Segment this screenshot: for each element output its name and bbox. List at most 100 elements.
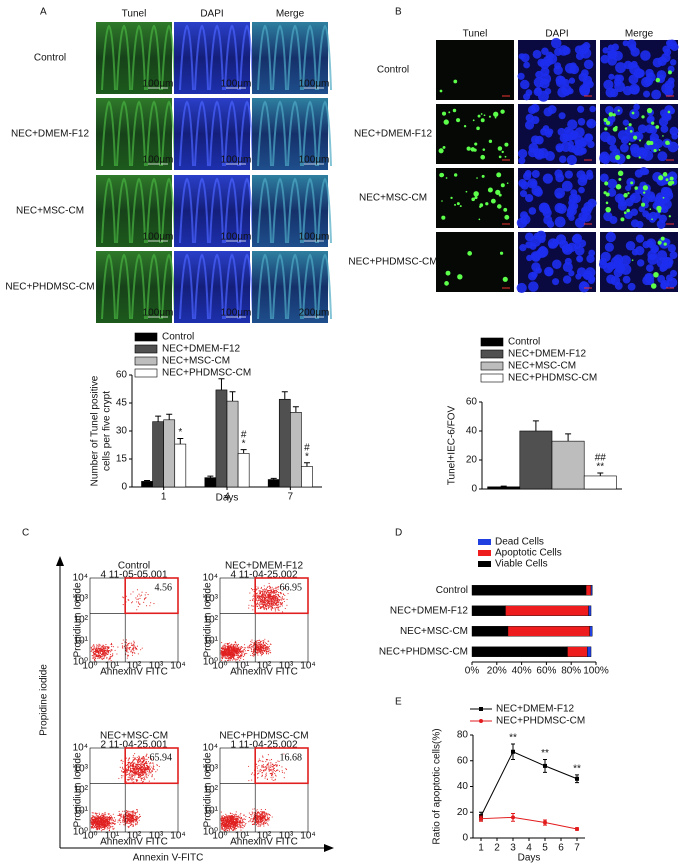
- event-dot: [147, 768, 149, 770]
- event-dot: [125, 639, 127, 641]
- event-dot: [123, 816, 125, 818]
- event-dot: [234, 646, 236, 648]
- event-dot: [239, 826, 241, 828]
- row-label: NEC+DMEM-F12: [11, 129, 90, 140]
- event-dot: [152, 768, 154, 770]
- scale-label: 100μm: [299, 232, 330, 243]
- tunel-spot: [631, 259, 634, 261]
- event-dot: [223, 651, 225, 653]
- event-dot: [258, 604, 260, 606]
- event-dot: [230, 826, 232, 828]
- event-dot: [232, 659, 234, 661]
- gate-percent: 66.95: [280, 582, 303, 593]
- event-dot: [274, 778, 276, 780]
- event-dot: [228, 652, 231, 654]
- event-dot: [260, 597, 262, 600]
- event-dot: [239, 814, 241, 816]
- event-dot: [121, 642, 123, 645]
- nucleus: [649, 125, 658, 134]
- event-dot: [131, 762, 133, 764]
- nucleus: [555, 192, 563, 199]
- event-dot: [153, 759, 155, 761]
- event-dot: [134, 768, 136, 770]
- event-dot: [136, 819, 138, 821]
- event-dot: [265, 648, 267, 650]
- event-dot: [238, 650, 240, 652]
- event-dot: [252, 599, 254, 601]
- event-dot: [271, 600, 273, 602]
- event-dot: [153, 766, 155, 768]
- event-dot: [220, 824, 223, 826]
- event-dot: [259, 646, 261, 648]
- event-dot: [253, 643, 255, 645]
- nucleus: [663, 259, 673, 269]
- event-dot: [250, 649, 253, 651]
- event-dot: [251, 639, 253, 641]
- event-dot: [146, 767, 148, 769]
- event-dot: [156, 769, 158, 771]
- event-dot: [281, 604, 283, 606]
- event-dot: [278, 770, 281, 772]
- event-dot: [118, 777, 120, 779]
- event-dot: [263, 603, 265, 605]
- event-dot: [228, 823, 230, 825]
- tunel-spot: [639, 139, 642, 142]
- event-dot: [228, 815, 230, 817]
- nucleus: [580, 47, 592, 59]
- event-dot: [106, 653, 108, 655]
- event-dot: [231, 813, 233, 815]
- tick-label: 10²: [74, 785, 89, 796]
- event-dot: [133, 650, 135, 652]
- event-dot: [121, 759, 123, 761]
- event-dot: [269, 645, 271, 647]
- event-dot: [137, 598, 139, 600]
- tunel-spot: [453, 79, 458, 84]
- tunel-spot: [641, 115, 645, 119]
- event-dot: [132, 761, 134, 763]
- tunel-spot: [465, 190, 468, 193]
- tunel-spot: [605, 206, 612, 213]
- event-dot: [279, 599, 281, 601]
- event-dot: [97, 820, 99, 822]
- nucleus: [544, 266, 554, 277]
- event-dot: [262, 766, 264, 768]
- event-dot: [229, 812, 231, 814]
- event-dot: [221, 647, 223, 649]
- event-dot: [257, 770, 259, 772]
- nucleus: [562, 133, 571, 142]
- event-dot: [267, 602, 270, 604]
- nucleus: [665, 39, 673, 47]
- gate-percent: 65.94: [150, 752, 173, 763]
- event-dot: [132, 811, 134, 814]
- event-dot: [270, 768, 272, 770]
- event-dot: [264, 608, 266, 610]
- event-dot: [269, 649, 271, 651]
- event-dot: [98, 828, 100, 830]
- event-dot: [136, 811, 138, 814]
- event-dot: [240, 827, 242, 829]
- event-dot: [236, 650, 238, 652]
- event-dot: [281, 603, 283, 605]
- nucleus: [617, 194, 625, 202]
- nucleus: [598, 260, 608, 269]
- event-dot: [94, 650, 97, 653]
- nucleus: [533, 77, 545, 88]
- nucleus: [527, 178, 538, 189]
- sample-id: 4 11-05-05.001: [100, 570, 168, 581]
- event-dot: [235, 822, 237, 824]
- event-dot: [272, 776, 274, 778]
- event-dot: [275, 599, 277, 601]
- event-dot: [96, 654, 98, 656]
- tick-label: 10⁰: [73, 657, 88, 668]
- event-dot: [268, 648, 271, 650]
- event-dot: [100, 823, 102, 825]
- event-dot: [270, 608, 272, 610]
- nucleus: [524, 120, 535, 130]
- event-dot: [274, 600, 276, 602]
- arrow-head: [56, 556, 64, 566]
- event-dot: [98, 821, 101, 823]
- event-dot: [269, 773, 271, 775]
- event-dot: [130, 646, 132, 648]
- panel-label: C: [22, 528, 29, 539]
- tick-label: 10²: [204, 615, 219, 626]
